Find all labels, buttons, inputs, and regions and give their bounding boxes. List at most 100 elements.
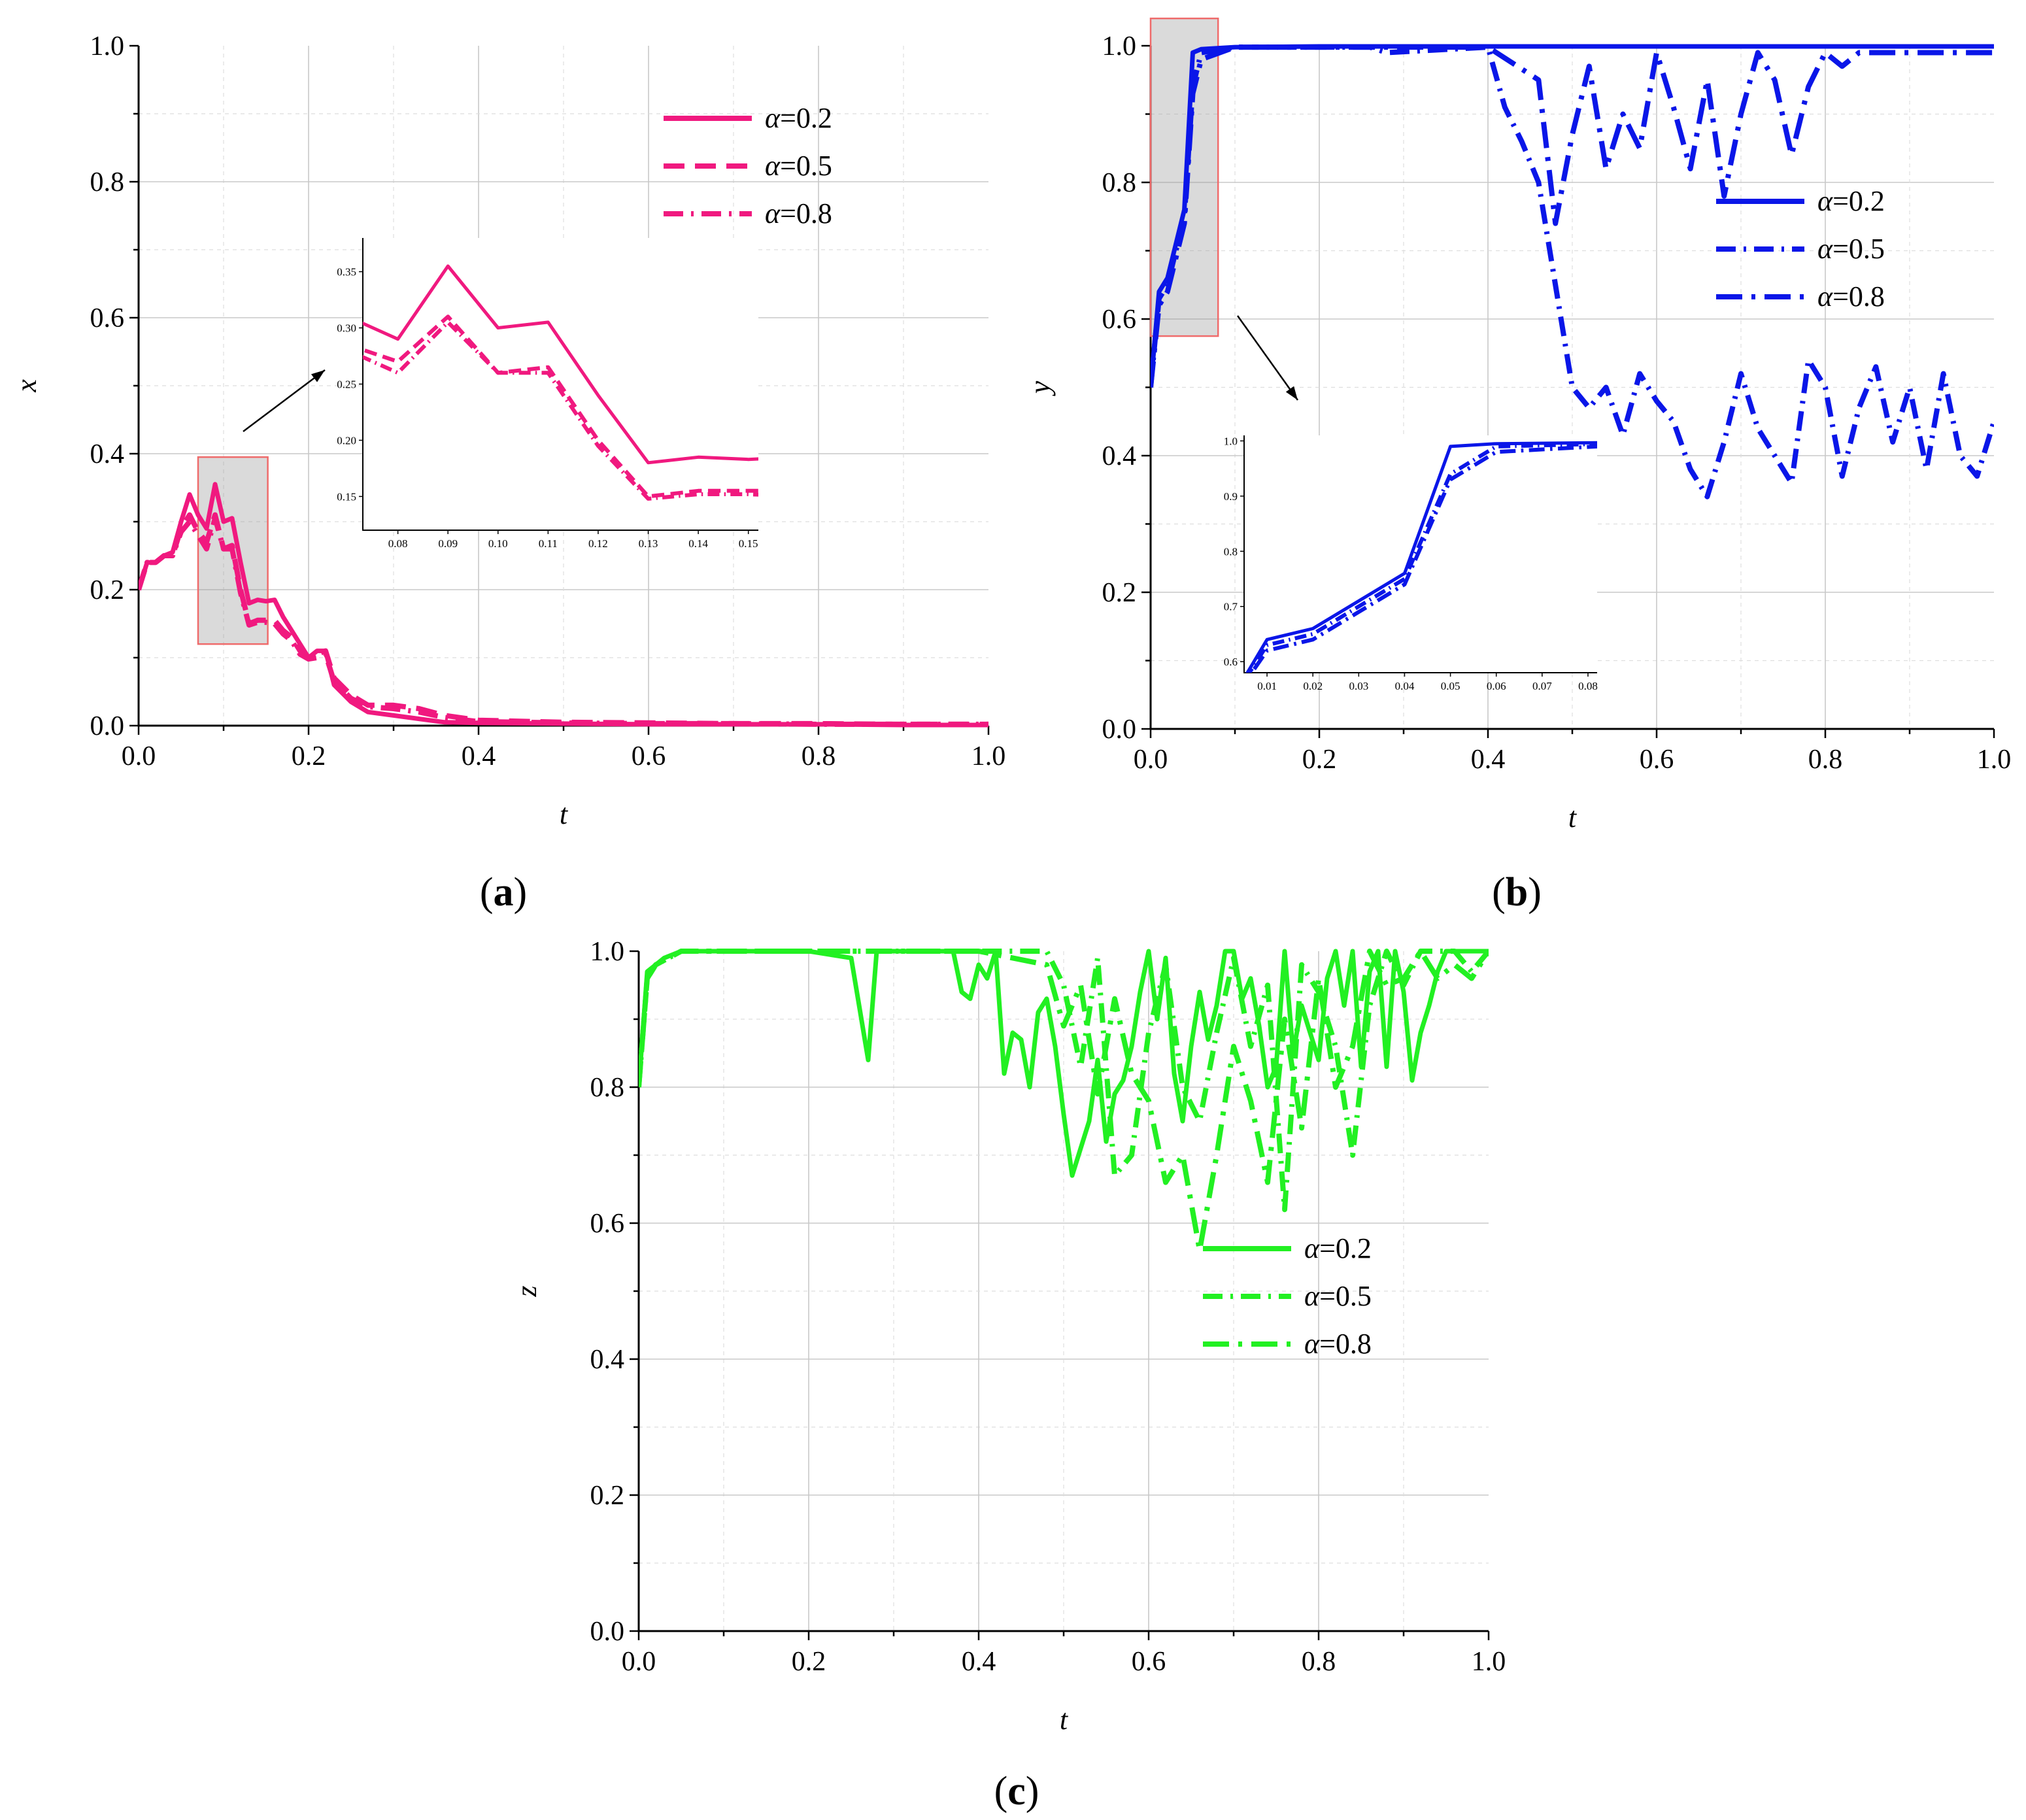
x-axis-label: t	[1568, 801, 1578, 834]
inset-x-tick-label: 0.08	[1578, 680, 1598, 692]
series-line-2	[639, 949, 1489, 1213]
y-tick-label: 0.4	[590, 1345, 625, 1375]
x-tick-label: 0.8	[1808, 745, 1843, 775]
x-tick-label: 1.0	[1472, 1647, 1506, 1677]
series-line-1	[1151, 44, 1994, 388]
inset-x-tick-label: 0.14	[688, 537, 708, 550]
inset-background	[1244, 435, 1597, 673]
chart-panel-2: 0.0 0.2 0.4 0.6 0.8 1.0 0.0 0.2 0.4 0.6 0.8 1.0 t y α=…	[1024, 17, 2012, 915]
legend-label-2: α=0.5	[765, 150, 832, 182]
inset-series-line-2	[1247, 442, 1597, 673]
y-tick-label: 1.0	[590, 937, 625, 967]
inset-x-tick-label: 0.06	[1487, 680, 1506, 692]
x-axis-label: t	[1060, 1704, 1069, 1736]
y-tick-label: 0.2	[590, 1481, 625, 1511]
inset-y-tick-label: 0.6	[1224, 656, 1238, 668]
inset-y-tick-label: 1.0	[1224, 435, 1238, 447]
inset-y-tick-label: 0.30	[337, 322, 356, 335]
y-axis-label: z	[511, 1285, 543, 1297]
legend-label-3: α=0.8	[765, 197, 832, 229]
y-tick-label: 0.4	[90, 439, 125, 469]
inset-x-tick-label: 0.11	[539, 537, 558, 550]
zoom-arrow-head	[311, 370, 325, 382]
zoom-arrow	[1236, 315, 1299, 401]
x-tick-label: 0.6	[1132, 1647, 1166, 1677]
inset-y-tick-label: 0.15	[337, 490, 356, 503]
inset-y-tick-label: 0.7	[1224, 601, 1238, 613]
x-tick-label: 0.2	[792, 1647, 826, 1677]
inset-y-tick-label: 0.8	[1224, 545, 1238, 558]
inset-x-tick-label: 0.03	[1349, 680, 1368, 692]
y-tick-label: 0.4	[1102, 441, 1137, 471]
y-axis-label: x	[10, 379, 42, 393]
series-line-1	[639, 949, 1489, 1178]
y-tick-label: 0.2	[1102, 578, 1137, 608]
y-axis-label: y	[1024, 380, 1056, 396]
inset-x-tick-label: 0.08	[388, 537, 408, 550]
inset-x-tick-label: 0.10	[488, 537, 508, 550]
legend-label-1: α=0.2	[1817, 185, 1885, 217]
y-tick-label: 0.6	[590, 1209, 625, 1239]
legend-label-2: α=0.5	[1817, 233, 1885, 265]
inset-x-tick-label: 0.13	[639, 537, 658, 550]
x-tick-label: 0.8	[802, 741, 836, 771]
x-tick-label: 0.4	[1471, 745, 1506, 775]
y-tick-label: 0.0	[90, 711, 125, 741]
panel-label: (a)	[480, 870, 527, 915]
series-line-3	[639, 949, 1489, 1253]
y-tick-label: 0.2	[90, 575, 125, 605]
x-tick-label: 0.6	[632, 741, 666, 771]
inset-y-tick-label: 0.20	[337, 434, 356, 447]
legend-label-1: α=0.2	[765, 102, 832, 134]
panel-label: (c)	[994, 1769, 1039, 1813]
inset-y-tick-label: 0.25	[337, 379, 356, 391]
y-tick-label: 0.8	[590, 1073, 625, 1103]
legend-label-3: α=0.8	[1817, 280, 1885, 312]
inset-x-tick-label: 0.09	[438, 537, 458, 550]
chart-panel-1: 0.0 0.2 0.4 0.6 0.8 1.0 0.0 0.2 0.4 0.6 0.8 1.0 t x α=…	[10, 31, 1005, 915]
panel-label: (b)	[1492, 870, 1542, 915]
y-tick-label: 1.0	[1102, 31, 1137, 61]
x-tick-label: 1.0	[971, 741, 1006, 771]
inset-axis	[1243, 435, 1597, 673]
y-tick-label: 0.6	[1102, 305, 1137, 335]
inset-zoom-chart: 0.01 0.02 0.03 0.04 0.05 0.06 0.07 0.08 0.6 0.7 0.…	[1224, 435, 1598, 692]
x-tick-label: 0.4	[962, 1647, 996, 1677]
inset-x-tick-label: 0.07	[1532, 680, 1552, 692]
inset-x-tick-label: 0.05	[1441, 680, 1460, 692]
inset-zoom-chart: 0.08 0.09 0.10 0.11 0.12 0.13 0.14 0.15 0.15 0.20…	[337, 238, 758, 550]
zoom-arrow-head	[1285, 386, 1298, 400]
inset-x-tick-label: 0.01	[1257, 680, 1277, 692]
inset-series-line-2	[363, 314, 758, 499]
y-tick-label: 0.0	[1102, 715, 1137, 745]
y-tick-label: 0.8	[90, 167, 125, 197]
inset-series-line-1	[363, 264, 758, 465]
y-tick-label: 0.0	[590, 1617, 625, 1647]
inset-x-tick-label: 0.02	[1303, 680, 1323, 692]
series-line-2	[139, 512, 988, 727]
series-line-3	[139, 515, 988, 727]
inset-x-tick-label: 0.15	[739, 537, 758, 550]
y-tick-label: 0.8	[1102, 168, 1137, 198]
x-tick-label: 0.8	[1302, 1647, 1336, 1677]
series-line-2	[1151, 44, 1994, 499]
inset-series-line-3	[1249, 444, 1597, 673]
x-tick-label: 0.0	[1134, 745, 1168, 775]
series-line-3	[1151, 44, 1994, 388]
x-tick-label: 0.2	[292, 741, 326, 771]
legend-label-1: α=0.2	[1304, 1232, 1372, 1264]
zoom-arrow	[243, 369, 326, 432]
y-tick-label: 0.6	[90, 303, 125, 333]
inset-y-tick-label: 0.9	[1224, 490, 1238, 503]
inset-x-tick-label: 0.12	[588, 537, 608, 550]
legend-label-3: α=0.8	[1304, 1328, 1372, 1360]
inset-series-line-1	[1245, 441, 1597, 673]
y-tick-label: 1.0	[90, 31, 125, 61]
x-tick-label: 0.2	[1302, 745, 1337, 775]
x-tick-label: 0.6	[1640, 745, 1674, 775]
legend-label-2: α=0.5	[1304, 1280, 1372, 1312]
x-tick-label: 0.0	[122, 741, 156, 771]
x-tick-label: 1.0	[1977, 745, 2012, 775]
chart-panel-3: 0.0 0.2 0.4 0.6 0.8 1.0 0.0 0.2 0.4 0.6 0.8 1.0 t z α=…	[511, 937, 1506, 1813]
